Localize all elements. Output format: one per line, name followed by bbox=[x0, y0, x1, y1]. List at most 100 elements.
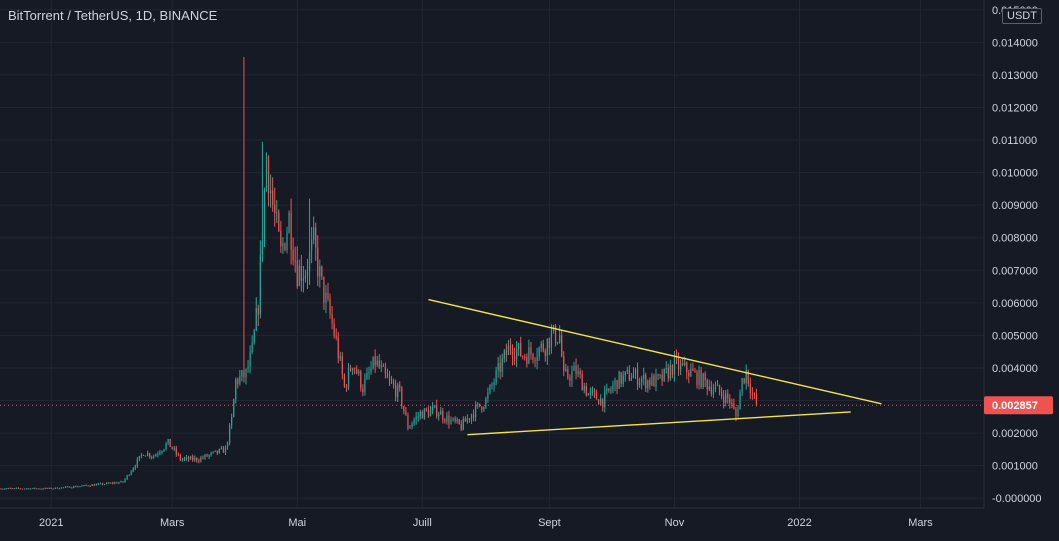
candle-body bbox=[3, 488, 5, 490]
candle-body bbox=[718, 384, 721, 393]
candle-body bbox=[292, 249, 294, 261]
candle-body bbox=[458, 419, 460, 424]
candle-body bbox=[120, 481, 122, 483]
candle-body bbox=[366, 372, 368, 380]
candle-body bbox=[142, 454, 145, 456]
candle-body bbox=[616, 380, 618, 389]
last-price-label-bg bbox=[984, 396, 1053, 415]
candle-body bbox=[569, 377, 571, 381]
candle-body bbox=[163, 448, 165, 452]
candle-body bbox=[161, 451, 163, 453]
candle-body bbox=[698, 370, 700, 385]
candle-body bbox=[11, 488, 13, 490]
candle-body bbox=[89, 485, 91, 487]
candle-body bbox=[399, 384, 401, 388]
candle-body bbox=[9, 488, 11, 490]
candle-body bbox=[52, 488, 54, 490]
candle-body bbox=[187, 457, 190, 460]
candle-body bbox=[536, 356, 538, 362]
candle-body bbox=[427, 410, 430, 417]
candle-body bbox=[737, 409, 739, 417]
y-tick-label: 0.010000 bbox=[992, 168, 1038, 180]
candle-body bbox=[546, 338, 548, 356]
candle-body bbox=[431, 407, 434, 411]
candle-body bbox=[725, 393, 727, 403]
candle-body bbox=[140, 454, 143, 456]
candle-body bbox=[524, 356, 526, 358]
candle-body bbox=[282, 243, 284, 247]
candle-body bbox=[661, 374, 663, 381]
candle-body bbox=[423, 408, 425, 419]
candle-body bbox=[95, 484, 97, 486]
candle-body bbox=[265, 157, 268, 191]
candle-body bbox=[206, 454, 208, 457]
candle-body bbox=[386, 373, 389, 378]
candle-body bbox=[300, 265, 302, 281]
candle-body bbox=[105, 482, 108, 484]
candle-body bbox=[636, 369, 639, 386]
candle-body bbox=[19, 488, 22, 490]
candle-body bbox=[239, 376, 241, 384]
candle-body bbox=[48, 487, 50, 489]
candle-body bbox=[548, 338, 551, 348]
candle-body bbox=[487, 392, 489, 399]
candle-body bbox=[329, 298, 331, 315]
candle-body bbox=[708, 386, 710, 390]
candle-body bbox=[165, 443, 167, 449]
candle-body bbox=[155, 454, 157, 457]
candle-body bbox=[284, 243, 286, 250]
candle-body bbox=[575, 366, 577, 375]
last-price-label: 0.002857 bbox=[992, 400, 1038, 412]
candle-body bbox=[442, 411, 444, 420]
candle-body bbox=[304, 276, 307, 279]
candle-body bbox=[684, 362, 686, 365]
candle-body bbox=[438, 414, 440, 416]
candle-body bbox=[114, 482, 116, 484]
candle-body bbox=[723, 396, 725, 403]
candle-body bbox=[69, 486, 71, 488]
candle-body bbox=[565, 369, 567, 371]
candle-body bbox=[583, 386, 585, 391]
candle-body bbox=[218, 449, 220, 454]
candle-body bbox=[440, 411, 442, 415]
candle-body bbox=[325, 292, 327, 303]
candle-body bbox=[481, 406, 483, 410]
symbol-title[interactable]: BitTorrent / TetherUS, 1D, BINANCE bbox=[8, 8, 218, 23]
candle-body bbox=[17, 487, 20, 489]
candle-body bbox=[149, 453, 151, 457]
candle-body bbox=[335, 335, 337, 338]
candle-body bbox=[522, 356, 524, 358]
candle-body bbox=[720, 392, 723, 397]
y-tick-label: -0.000000 bbox=[992, 493, 1042, 505]
x-tick-label: Mars bbox=[908, 517, 933, 529]
candle-body bbox=[464, 418, 466, 422]
candle-body bbox=[263, 190, 266, 241]
candle-body bbox=[421, 411, 423, 419]
currency-badge[interactable]: USDT bbox=[1002, 8, 1042, 24]
candle-body bbox=[192, 456, 194, 461]
candle-body bbox=[126, 475, 128, 479]
candle-body bbox=[452, 418, 454, 420]
candle-body bbox=[571, 370, 573, 381]
candle-body bbox=[136, 459, 138, 467]
candle-body bbox=[315, 227, 317, 248]
candle-body bbox=[727, 393, 729, 399]
candle-body bbox=[554, 325, 557, 344]
candle-body bbox=[339, 356, 341, 359]
candle-body bbox=[600, 398, 602, 405]
candle-body bbox=[530, 347, 532, 354]
candle-body bbox=[417, 416, 419, 418]
candle-body bbox=[429, 410, 432, 417]
candle-body bbox=[112, 482, 114, 484]
candle-body bbox=[251, 343, 253, 353]
x-tick-label: Mai bbox=[288, 517, 306, 529]
candle-body bbox=[511, 349, 514, 357]
candle-body bbox=[731, 402, 733, 404]
y-tick-label: 0.005000 bbox=[992, 330, 1038, 342]
candle-body bbox=[382, 365, 384, 367]
candle-body bbox=[597, 399, 600, 405]
candle-body bbox=[378, 360, 380, 368]
candle-body bbox=[194, 457, 196, 461]
